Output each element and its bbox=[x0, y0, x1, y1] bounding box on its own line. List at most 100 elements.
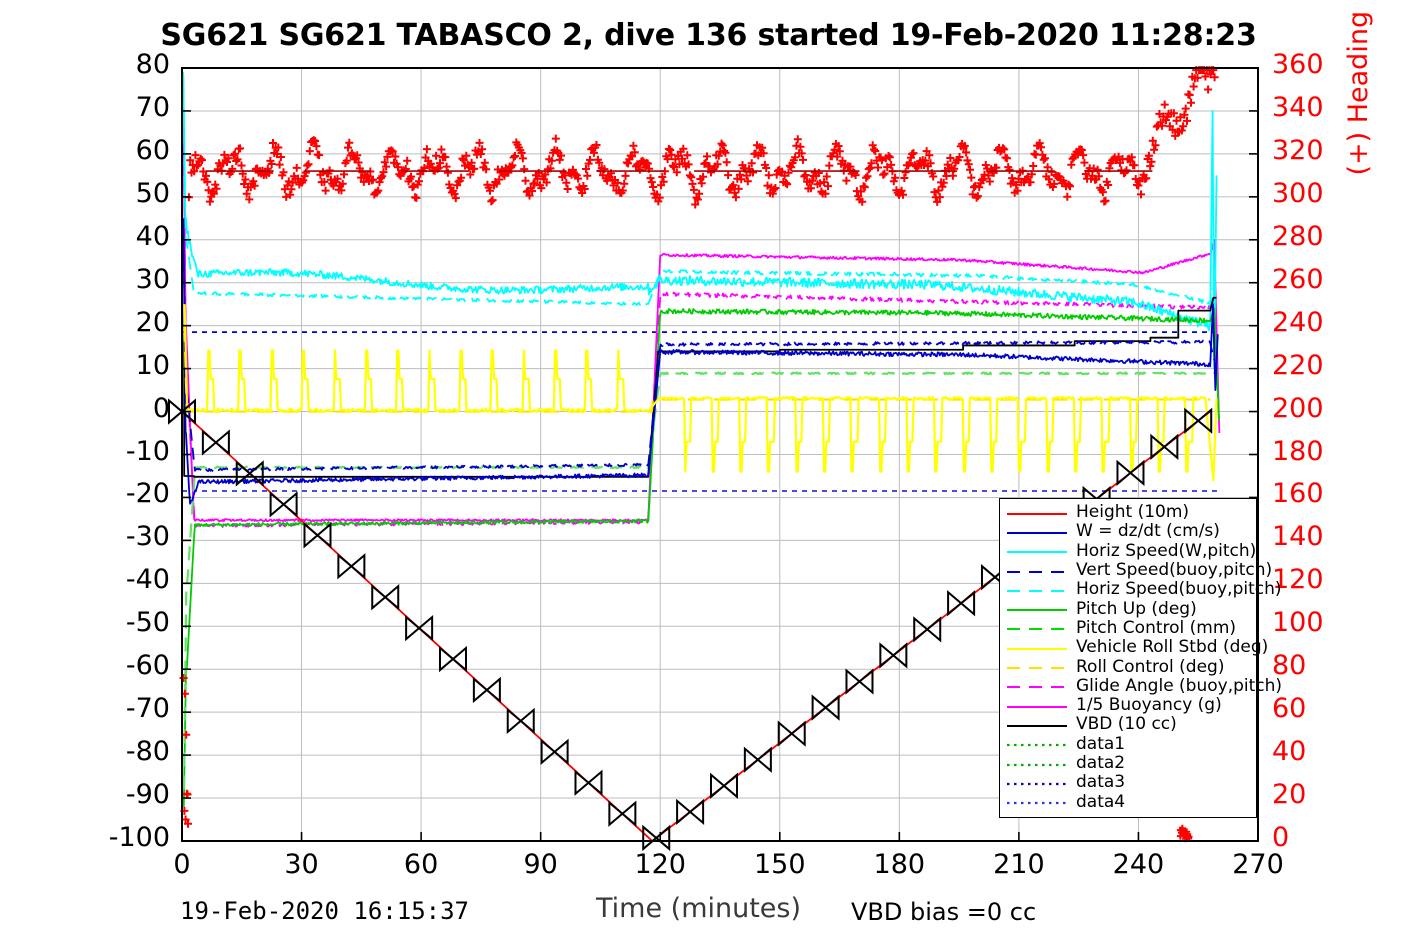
x-tick-label: 120 bbox=[634, 849, 686, 880]
y-tick-label-left: -30 bbox=[125, 521, 170, 553]
y-tick-label-left: 80 bbox=[135, 49, 170, 80]
legend-swatch bbox=[1006, 718, 1068, 732]
legend-swatch bbox=[1006, 583, 1068, 597]
series-vbd bbox=[183, 296, 1217, 478]
legend-label: Vehicle Roll Stbd (deg) bbox=[1076, 637, 1269, 658]
x-axis-title: Time (minutes) bbox=[596, 893, 802, 924]
legend-label: data4 bbox=[1076, 791, 1126, 812]
heading-markers bbox=[179, 66, 1219, 828]
y-tick-label-right: 80 bbox=[1272, 650, 1307, 682]
legend-swatch bbox=[1006, 737, 1068, 751]
start-timestamp: 19-Feb-2020 16:15:37 bbox=[180, 897, 469, 925]
y-tick-label-left: -70 bbox=[125, 693, 170, 725]
legend-item[interactable]: VBD (10 cc) bbox=[1000, 715, 1256, 734]
height-marker bbox=[337, 553, 366, 580]
y-tick-label-left: 30 bbox=[135, 263, 170, 295]
height-marker bbox=[777, 720, 806, 747]
legend-swatch bbox=[1006, 660, 1068, 674]
chart-legend: Height (10m) W = dz/dt (cm/s) Horiz Speed(… bbox=[999, 498, 1282, 818]
height-marker bbox=[811, 694, 840, 721]
y-tick-label-left: -90 bbox=[125, 779, 170, 811]
legend-item[interactable]: W = dz/dt (cm/s) bbox=[1000, 522, 1256, 541]
y-tick-label-right: 120 bbox=[1272, 564, 1324, 596]
x-tick-label: 210 bbox=[993, 849, 1045, 880]
legend-item[interactable]: data1 bbox=[1000, 735, 1256, 754]
series-pitch-control bbox=[182, 371, 1215, 790]
page-title: SG621 SG621 TABASCO 2, dive 136 started … bbox=[160, 18, 1257, 53]
height-marker bbox=[676, 798, 705, 826]
y-tick-label-right: 200 bbox=[1272, 392, 1324, 424]
y-tick-label-right: 280 bbox=[1272, 220, 1324, 252]
legend-item[interactable]: Horiz Speed(buoy,pitch) bbox=[1000, 580, 1282, 599]
y-tick-label-right: 180 bbox=[1272, 435, 1324, 467]
y-tick-label-right: 240 bbox=[1272, 306, 1324, 338]
legend-label: W = dz/dt (cm/s) bbox=[1076, 521, 1220, 542]
height-marker bbox=[947, 590, 976, 617]
series-buoyancy bbox=[182, 76, 1221, 523]
series-pitch-up bbox=[182, 307, 1220, 807]
legend-label: Roll Control (deg) bbox=[1076, 656, 1225, 677]
legend-label: data3 bbox=[1076, 772, 1126, 793]
y-tick-label-right: 160 bbox=[1272, 478, 1324, 510]
legend-swatch bbox=[1006, 757, 1068, 771]
legend-item[interactable]: 1/5 Buoyancy (g) bbox=[1000, 696, 1256, 715]
y-tick-label-left: 50 bbox=[135, 177, 170, 209]
height-marker bbox=[540, 738, 569, 765]
legend-label: data1 bbox=[1076, 733, 1126, 754]
height-marker bbox=[235, 460, 264, 487]
legend-item[interactable]: Horiz Speed(W,pitch) bbox=[1000, 542, 1256, 561]
series-vert-speed-buoy bbox=[182, 239, 1216, 472]
legend-label: Glide Angle (buoy,pitch) bbox=[1076, 675, 1283, 696]
legend-item[interactable]: data2 bbox=[1000, 754, 1256, 773]
height-marker bbox=[472, 676, 501, 704]
legend-label: VBD (10 cc) bbox=[1076, 714, 1177, 735]
legend-item[interactable]: Pitch Control (mm) bbox=[1000, 619, 1256, 638]
y-tick-label-left: -10 bbox=[125, 435, 170, 467]
legend-swatch bbox=[1006, 679, 1068, 693]
y-tick-label-left: -20 bbox=[125, 478, 170, 510]
y-tick-label-left: -40 bbox=[125, 564, 170, 596]
legend-label: Pitch Up (deg) bbox=[1076, 598, 1197, 619]
y-tick-label-left: -50 bbox=[125, 607, 170, 639]
height-marker bbox=[879, 642, 908, 669]
height-marker bbox=[303, 522, 332, 549]
series-vehicle-roll bbox=[183, 304, 1218, 482]
legend-item[interactable]: Vert Speed(buoy,pitch) bbox=[1000, 561, 1272, 580]
legend-item[interactable]: Pitch Up (deg) bbox=[1000, 599, 1256, 618]
legend-item[interactable]: Height (10m) bbox=[1000, 503, 1256, 522]
legend-swatch bbox=[1006, 776, 1068, 790]
y-tick-label-right: 100 bbox=[1272, 607, 1324, 639]
legend-item[interactable]: Roll Control (deg) bbox=[1000, 657, 1256, 676]
legend-item[interactable]: Glide Angle (buoy,pitch) bbox=[1000, 677, 1282, 696]
height-marker bbox=[269, 491, 298, 518]
vbd-bias-label: VBD bias =0 cc bbox=[851, 898, 1037, 926]
series-glide-angle bbox=[182, 110, 1216, 528]
height-marker bbox=[1116, 459, 1145, 487]
x-tick-label: 30 bbox=[284, 849, 319, 880]
legend-item[interactable]: data3 bbox=[1000, 773, 1256, 792]
legend-label: Height (10m) bbox=[1076, 502, 1190, 523]
y-tick-label-left: 40 bbox=[135, 220, 170, 252]
y-tick-label-left: -60 bbox=[125, 650, 170, 682]
height-marker bbox=[709, 772, 738, 799]
legend-item[interactable]: data4 bbox=[1000, 792, 1256, 811]
series-horiz-speed-w bbox=[182, 72, 1218, 370]
height-marker bbox=[574, 769, 603, 796]
y-tick-label-right: 0 bbox=[1272, 822, 1290, 853]
legend-swatch bbox=[1006, 544, 1068, 558]
y-tick-label-right: 340 bbox=[1272, 91, 1324, 123]
x-tick-label: 270 bbox=[1232, 849, 1284, 880]
height-marker bbox=[506, 707, 535, 735]
legend-item[interactable]: Vehicle Roll Stbd (deg) bbox=[1000, 638, 1268, 657]
legend-label: 1/5 Buoyancy (g) bbox=[1076, 695, 1222, 716]
legend-swatch bbox=[1006, 641, 1068, 655]
series-w-dzdt bbox=[182, 218, 1219, 505]
x-tick-label: 180 bbox=[873, 849, 926, 880]
legend-swatch bbox=[1006, 699, 1068, 713]
y-tick-label-right: 220 bbox=[1272, 349, 1324, 381]
legend-swatch bbox=[1006, 602, 1068, 616]
y-tick-label-left: 60 bbox=[135, 134, 170, 166]
y-tick-label-right: 60 bbox=[1272, 693, 1307, 725]
right-axis-title: (+) Heading (°M) bbox=[1343, 0, 1374, 176]
